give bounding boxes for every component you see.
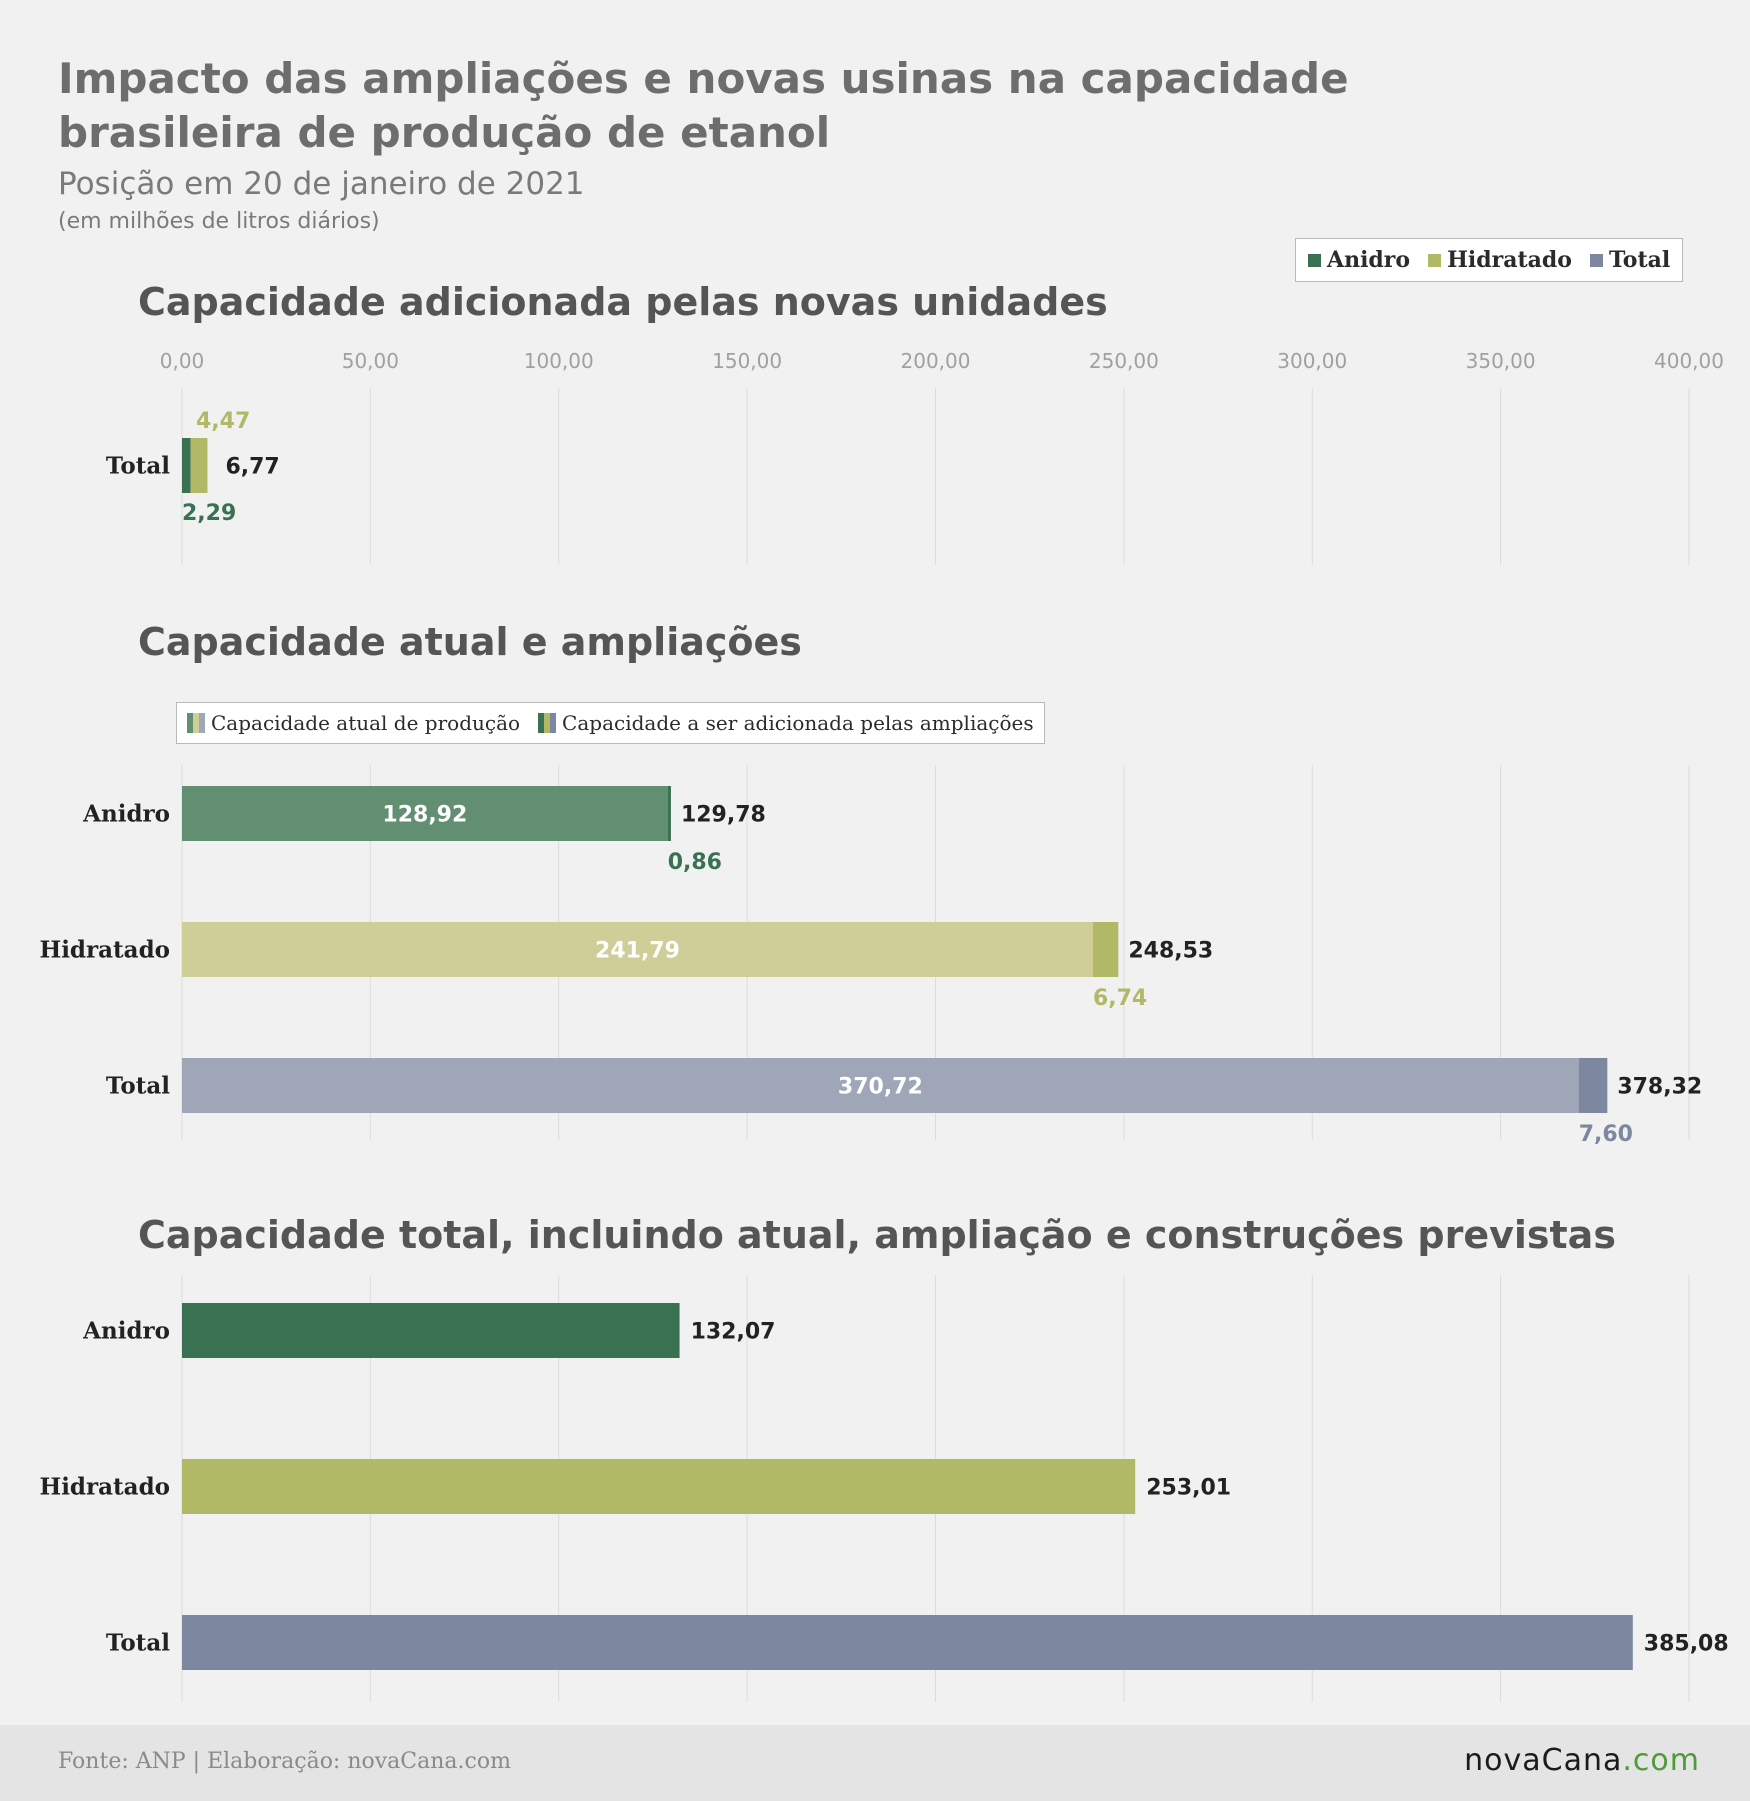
legend-label-total: Total — [1608, 247, 1671, 273]
data-label-expansion-anidro: 0,86 — [668, 850, 722, 875]
capacity-legend-added-swatch — [538, 713, 557, 733]
logo-main: novaCana — [1464, 1743, 1623, 1778]
bar-current-anidro — [182, 786, 668, 841]
legend-item-hidratado: Hidratado — [1428, 247, 1572, 273]
category-label-total-anidro: Anidro — [82, 1318, 170, 1345]
category-label-total-hidratado: Hidratado — [39, 1474, 170, 1501]
panel-title-added: Capacidade adicionada pelas novas unidad… — [138, 280, 1108, 324]
data-label-current-total-total: 378,32 — [1617, 1075, 1702, 1100]
x-tick-label-1: 50,00 — [342, 349, 399, 373]
capacity-legend-added-label: Capacidade a ser adicionada pelas amplia… — [562, 711, 1034, 735]
chart-title: Impacto das ampliações e novas usinas na… — [58, 54, 1349, 157]
legend-item-anidro: Anidro — [1308, 247, 1410, 273]
capacity-legend-current: Capacidade atual de produção — [187, 711, 520, 735]
data-label-added-hidratado: 4,47 — [196, 409, 250, 434]
data-label-expansion-hidratado: 6,74 — [1093, 986, 1147, 1011]
legend-label-anidro: Anidro — [1327, 247, 1411, 273]
data-label-total-total: 385,08 — [1644, 1632, 1729, 1657]
bar-total-anidro — [182, 1303, 680, 1358]
bar-expansion-anidro — [667, 786, 671, 841]
data-label-current-total-anidro: 129,78 — [681, 803, 766, 828]
capacity-legend-current-label: Capacidade atual de produção — [211, 711, 521, 735]
legend-swatch-hidratado — [1428, 253, 1442, 267]
footer: Fonte: ANP | Elaboração: novaCana.com no… — [0, 1725, 1750, 1801]
panel-title-total: Capacidade total, incluindo atual, ampli… — [138, 1213, 1616, 1257]
logo-domain: .com — [1622, 1743, 1700, 1778]
bar-expansion-total — [1578, 1058, 1608, 1113]
brand-logo: novaCana.com — [1464, 1743, 1700, 1778]
bar-current-total — [182, 1058, 1579, 1113]
x-tick-label-0: 0,00 — [160, 349, 205, 373]
bar-expansion-hidratado — [1092, 922, 1119, 977]
bar-added-hidratado — [190, 438, 208, 493]
category-label-total-total: Total — [106, 1630, 170, 1657]
source-note: Fonte: ANP | Elaboração: novaCana.com — [58, 1749, 511, 1774]
legend-swatch-anidro — [1308, 253, 1321, 267]
x-tick-label-7: 350,00 — [1466, 349, 1536, 373]
legend-swatch-total — [1589, 253, 1603, 267]
capacity-legend-added: Capacidade a ser adicionada pelas amplia… — [538, 711, 1034, 735]
data-label-total-hidratado: 253,01 — [1146, 1476, 1231, 1501]
bar-total-total — [182, 1615, 1633, 1670]
legend-item-total: Total — [1589, 247, 1671, 273]
data-label-expansion-total: 7,60 — [1579, 1122, 1633, 1147]
capacity-legend-current-swatch — [187, 713, 205, 733]
data-label-current-total-hidratado: 248,53 — [1128, 939, 1213, 964]
category-label-current-hidratado: Hidratado — [39, 937, 170, 964]
unit-note: (em milhões de litros diários) — [58, 209, 380, 234]
data-label-total-anidro: 132,07 — [691, 1320, 776, 1345]
data-label-current-total: 370,72 — [838, 1075, 923, 1100]
category-label-added-total: Total — [106, 453, 170, 480]
capacity-legend: Capacidade atual de produção Capacidade … — [176, 702, 1045, 744]
panel-title-current: Capacidade atual e ampliações — [138, 620, 802, 664]
x-tick-label-4: 200,00 — [901, 349, 971, 373]
category-label-current-anidro: Anidro — [82, 801, 170, 828]
chart-subtitle: Posição em 20 de janeiro de 2021 — [58, 166, 585, 202]
bar-added-anidro — [182, 438, 191, 493]
bar-total-hidratado — [182, 1459, 1136, 1514]
data-label-current-anidro: 128,92 — [382, 803, 467, 828]
data-label-added-anidro: 2,29 — [182, 501, 236, 526]
data-label-added-total: 6,77 — [225, 455, 279, 480]
chart-canvas: 0,00 50,00 100,00 150,00 200,00 250,00 300,00 3… — [39, 349, 1729, 1702]
x-tick-label-3: 150,00 — [712, 349, 782, 373]
x-tick-label-5: 250,00 — [1089, 349, 1159, 373]
legend-label-hidratado: Hidratado — [1447, 247, 1572, 273]
x-tick-label-8: 400,00 — [1654, 349, 1724, 373]
data-label-current-hidratado: 241,79 — [595, 939, 680, 964]
legend: Anidro Hidratado Total — [1295, 238, 1684, 282]
bar-current-hidratado — [182, 922, 1093, 977]
category-label-current-total: Total — [106, 1073, 170, 1100]
x-tick-label-6: 300,00 — [1277, 349, 1347, 373]
x-tick-label-2: 100,00 — [524, 349, 594, 373]
